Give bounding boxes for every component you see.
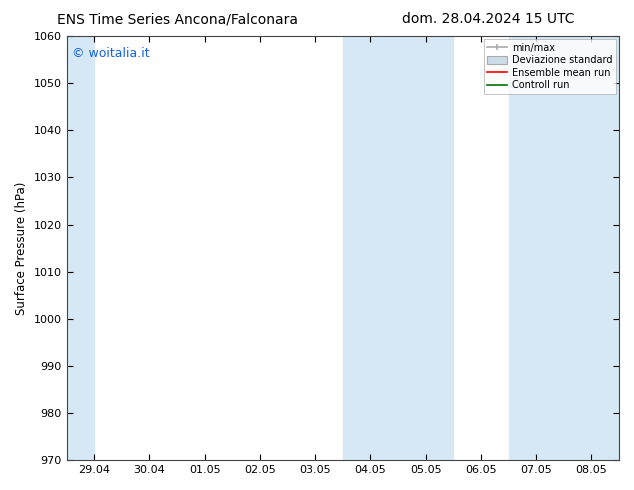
Text: ENS Time Series Ancona/Falconara: ENS Time Series Ancona/Falconara [57,12,298,26]
Bar [508,36,619,460]
Text: © woitalia.it: © woitalia.it [72,47,150,60]
Bar [67,36,94,460]
Text: dom. 28.04.2024 15 UTC: dom. 28.04.2024 15 UTC [402,12,574,26]
Legend: min/max, Deviazione standard, Ensemble mean run, Controll run: min/max, Deviazione standard, Ensemble m… [484,39,616,94]
Y-axis label: Surface Pressure (hPa): Surface Pressure (hPa) [15,181,28,315]
Bar [343,36,453,460]
